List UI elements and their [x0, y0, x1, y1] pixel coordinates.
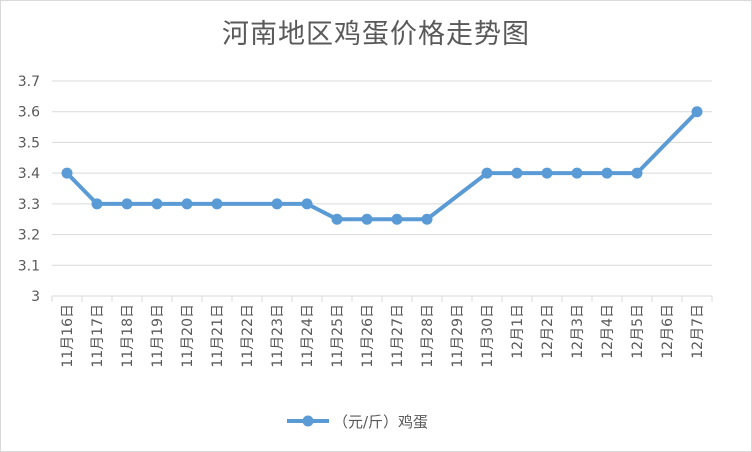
x-tick-label: 11月18日 [120, 304, 136, 368]
y-axis-ticks: 3 3.1 3.2 3.3 3.4 3.5 3.6 3.7 [18, 74, 40, 305]
x-tick-label: 12月7日 [690, 304, 706, 359]
x-tick-label: 12月2日 [540, 304, 556, 359]
data-point [211, 198, 223, 210]
data-point [571, 167, 583, 179]
x-axis [51, 295, 713, 302]
x-axis-ticks: 11月16日 11月17日 11月18日 11月19日 11月20日 11月21日 11月2… [60, 304, 706, 368]
y-tick-label: 3.2 [18, 228, 40, 244]
x-tick-label: 12月3日 [570, 304, 586, 359]
y-tick-label: 3.1 [18, 258, 40, 274]
chart-title: 河南地区鸡蛋价格走势图 [222, 19, 530, 50]
x-tick-label: 11月30日 [480, 304, 496, 368]
data-point [331, 213, 343, 225]
x-tick-label: 11月26日 [360, 304, 376, 368]
data-point [511, 167, 523, 179]
data-point [601, 167, 613, 179]
x-tick-label: 11月17日 [90, 304, 106, 368]
x-tick-label: 11月23日 [270, 304, 286, 368]
gridlines [52, 80, 712, 266]
series-markers [61, 106, 703, 225]
x-tick-label: 11月24日 [300, 304, 316, 368]
data-point [421, 213, 433, 225]
data-point [631, 167, 643, 179]
data-point [121, 198, 133, 210]
y-tick-label: 3.6 [18, 105, 40, 121]
data-point [361, 213, 373, 225]
data-point [541, 167, 553, 179]
x-tick-label: 11月28日 [420, 304, 436, 368]
x-tick-label: 11月22日 [240, 304, 256, 368]
y-tick-label: 3.7 [18, 74, 40, 90]
data-point [691, 106, 703, 118]
legend-marker-swatch [302, 415, 314, 427]
data-point [91, 198, 103, 210]
x-tick-label: 12月1日 [510, 304, 526, 359]
legend: （元/斤）鸡蛋 [287, 413, 428, 431]
data-point [181, 198, 193, 210]
data-point [151, 198, 163, 210]
data-point [481, 167, 493, 179]
x-tick-label: 11月21日 [210, 304, 226, 368]
data-point [301, 198, 313, 210]
data-point [391, 213, 403, 225]
x-tick-label: 12月4日 [600, 304, 616, 359]
x-tick-label: 11月20日 [180, 304, 196, 368]
x-tick-label: 11月16日 [60, 304, 76, 368]
x-tick-label: 12月5日 [630, 304, 646, 359]
y-tick-label: 3.3 [18, 197, 40, 213]
y-tick-label: 3.5 [18, 135, 40, 151]
x-tick-label: 11月25日 [330, 304, 346, 368]
x-tick-label: 12月6日 [660, 304, 676, 359]
y-tick-label: 3.4 [18, 166, 40, 182]
data-point [61, 167, 73, 179]
legend-label: （元/斤）鸡蛋 [333, 413, 428, 431]
x-tick-label: 11月29日 [450, 304, 466, 368]
data-point [271, 198, 283, 210]
x-tick-label: 11月27日 [390, 304, 406, 368]
y-tick-label: 3 [31, 289, 40, 305]
x-tick-label: 11月19日 [150, 304, 166, 368]
